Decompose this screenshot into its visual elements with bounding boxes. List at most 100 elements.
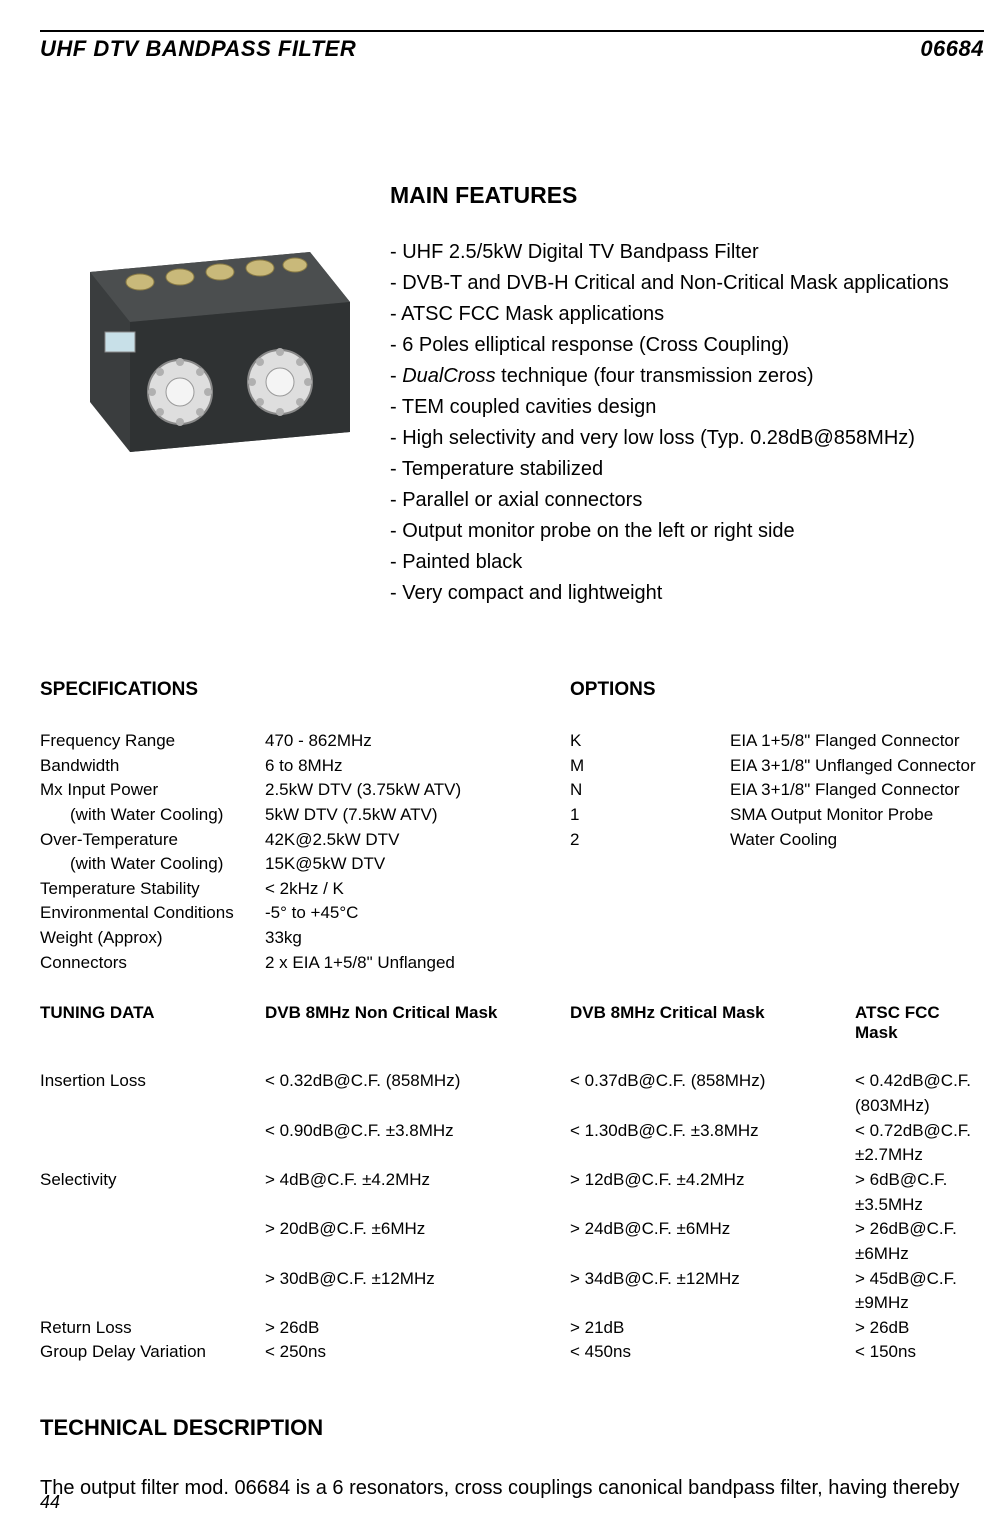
header-title-right: 06684 [920, 36, 984, 62]
option-code: N [570, 778, 730, 803]
spec-label: Connectors [40, 951, 265, 976]
option-row: MEIA 3+1/8" Unflanged Connector [570, 754, 984, 779]
spec-label: Frequency Range [40, 729, 265, 754]
option-code: 1 [570, 803, 730, 828]
options-heading: OPTIONS [570, 679, 656, 701]
tuning-label [40, 1267, 265, 1316]
spec-value: -5° to +45°C [265, 901, 570, 926]
tuning-val-nc: < 250ns [265, 1340, 570, 1365]
specs-heading: SPECIFICATIONS [40, 679, 570, 701]
tuning-val-cr: > 21dB [570, 1316, 855, 1341]
option-row: KEIA 1+5/8" Flanged Connector [570, 729, 984, 754]
spec-label: Bandwidth [40, 754, 265, 779]
tuning-label [40, 1217, 265, 1266]
spec-row: Bandwidth6 to 8MHz [40, 754, 570, 779]
tuning-val-nc: > 26dB [265, 1316, 570, 1341]
feature-item: - ATSC FCC Mask applications [390, 299, 984, 329]
tuning-label: Selectivity [40, 1168, 265, 1217]
tuning-table: Insertion Loss< 0.32dB@C.F. (858MHz)< 0.… [40, 1069, 984, 1365]
tuning-val-cr: > 12dB@C.F. ±4.2MHz [570, 1168, 855, 1217]
spec-row: Environmental Conditions-5° to +45°C [40, 901, 570, 926]
option-desc: EIA 1+5/8" Flanged Connector [730, 729, 984, 754]
option-desc: Water Cooling [730, 828, 984, 853]
option-code: K [570, 729, 730, 754]
spec-value: 6 to 8MHz [265, 754, 570, 779]
tuning-col3: DVB 8MHz Critical Mask [570, 1003, 855, 1043]
feature-item: - DualCross technique (four transmission… [390, 361, 984, 391]
tuning-val-cr: < 0.37dB@C.F. (858MHz) [570, 1069, 855, 1118]
tuning-row: Insertion Loss< 0.32dB@C.F. (858MHz)< 0.… [40, 1069, 984, 1118]
feature-item: - TEM coupled cavities design [390, 392, 984, 422]
tech-heading: TECHNICAL DESCRIPTION [40, 1415, 984, 1441]
tuning-val-atsc: < 0.42dB@C.F. (803MHz) [855, 1069, 984, 1118]
spec-value: 2 x EIA 1+5/8" Unflanged [265, 951, 570, 976]
tuning-val-nc: > 30dB@C.F. ±12MHz [265, 1267, 570, 1316]
tuning-val-atsc: > 45dB@C.F. ±9MHz [855, 1267, 984, 1316]
page-header: UHF DTV BANDPASS FILTER 06684 [40, 36, 984, 62]
feature-item: - 6 Poles elliptical response (Cross Cou… [390, 330, 984, 360]
spec-row: Connectors2 x EIA 1+5/8" Unflanged [40, 951, 570, 976]
option-code: 2 [570, 828, 730, 853]
features-heading: MAIN FEATURES [390, 182, 984, 209]
spec-label: Mx Input Power [40, 778, 265, 803]
tuning-val-cr: > 24dB@C.F. ±6MHz [570, 1217, 855, 1266]
feature-item: - Parallel or axial connectors [390, 485, 984, 515]
spec-label: (with Water Cooling) [40, 803, 265, 828]
tuning-row: < 0.90dB@C.F. ±3.8MHz< 1.30dB@C.F. ±3.8M… [40, 1119, 984, 1168]
specs-table: Frequency Range470 - 862MHzBandwidth6 to… [40, 729, 570, 975]
options-table: KEIA 1+5/8" Flanged ConnectorMEIA 3+1/8"… [570, 729, 984, 975]
option-desc: EIA 3+1/8" Flanged Connector [730, 778, 984, 803]
feature-item: - Very compact and lightweight [390, 578, 984, 608]
spec-value: < 2kHz / K [265, 877, 570, 902]
option-desc: SMA Output Monitor Probe [730, 803, 984, 828]
spec-row: Over-Temperature42K@2.5kW DTV [40, 828, 570, 853]
tuning-val-nc: > 4dB@C.F. ±4.2MHz [265, 1168, 570, 1217]
tuning-row: Return Loss> 26dB> 21dB> 26dB [40, 1316, 984, 1341]
page-number: 44 [40, 1492, 60, 1513]
option-desc: EIA 3+1/8" Unflanged Connector [730, 754, 984, 779]
tuning-row: Selectivity> 4dB@C.F. ±4.2MHz> 12dB@C.F.… [40, 1168, 984, 1217]
spec-label: (with Water Cooling) [40, 852, 265, 877]
spec-value: 15K@5kW DTV [265, 852, 570, 877]
tuning-val-nc: < 0.90dB@C.F. ±3.8MHz [265, 1119, 570, 1168]
spec-row: Temperature Stability< 2kHz / K [40, 877, 570, 902]
feature-item: - High selectivity and very low loss (Ty… [390, 423, 984, 453]
tuning-label: Group Delay Variation [40, 1340, 265, 1365]
feature-item: - Temperature stabilized [390, 454, 984, 484]
tuning-val-atsc: > 6dB@C.F. ±3.5MHz [855, 1168, 984, 1217]
spec-row: Mx Input Power2.5kW DTV (3.75kW ATV) [40, 778, 570, 803]
tuning-val-cr: < 1.30dB@C.F. ±3.8MHz [570, 1119, 855, 1168]
tuning-label [40, 1119, 265, 1168]
tuning-val-nc: < 0.32dB@C.F. (858MHz) [265, 1069, 570, 1118]
spec-value: 470 - 862MHz [265, 729, 570, 754]
option-row: NEIA 3+1/8" Flanged Connector [570, 778, 984, 803]
spec-row: Frequency Range470 - 862MHz [40, 729, 570, 754]
spec-label: Temperature Stability [40, 877, 265, 902]
feature-item: - UHF 2.5/5kW Digital TV Bandpass Filter [390, 237, 984, 267]
feature-item: - DVB-T and DVB-H Critical and Non-Criti… [390, 268, 984, 298]
option-code: M [570, 754, 730, 779]
tuning-heading: TUNING DATA [40, 1003, 265, 1043]
spec-row: (with Water Cooling)15K@5kW DTV [40, 852, 570, 877]
spec-row: (with Water Cooling)5kW DTV (7.5kW ATV) [40, 803, 570, 828]
tuning-label: Insertion Loss [40, 1069, 265, 1118]
spec-row: Weight (Approx)33kg [40, 926, 570, 951]
spec-label: Over-Temperature [40, 828, 265, 853]
tuning-val-atsc: > 26dB@C.F. ±6MHz [855, 1217, 984, 1266]
option-row: 2Water Cooling [570, 828, 984, 853]
spec-label: Environmental Conditions [40, 901, 265, 926]
tuning-col2: DVB 8MHz Non Critical Mask [265, 1003, 570, 1043]
option-row: 1SMA Output Monitor Probe [570, 803, 984, 828]
tech-body: The output filter mod. 06684 is a 6 reso… [40, 1473, 984, 1503]
tuning-label: Return Loss [40, 1316, 265, 1341]
features-list: - UHF 2.5/5kW Digital TV Bandpass Filter… [390, 237, 984, 608]
feature-item: - Painted black [390, 547, 984, 577]
tuning-row: > 20dB@C.F. ±6MHz> 24dB@C.F. ±6MHz> 26dB… [40, 1217, 984, 1266]
tuning-val-cr: < 450ns [570, 1340, 855, 1365]
tuning-val-atsc: > 26dB [855, 1316, 984, 1341]
tuning-row: > 30dB@C.F. ±12MHz> 34dB@C.F. ±12MHz> 45… [40, 1267, 984, 1316]
spec-value: 2.5kW DTV (3.75kW ATV) [265, 778, 570, 803]
header-title-left: UHF DTV BANDPASS FILTER [40, 36, 356, 62]
product-image [40, 202, 360, 462]
tuning-row: Group Delay Variation< 250ns< 450ns< 150… [40, 1340, 984, 1365]
